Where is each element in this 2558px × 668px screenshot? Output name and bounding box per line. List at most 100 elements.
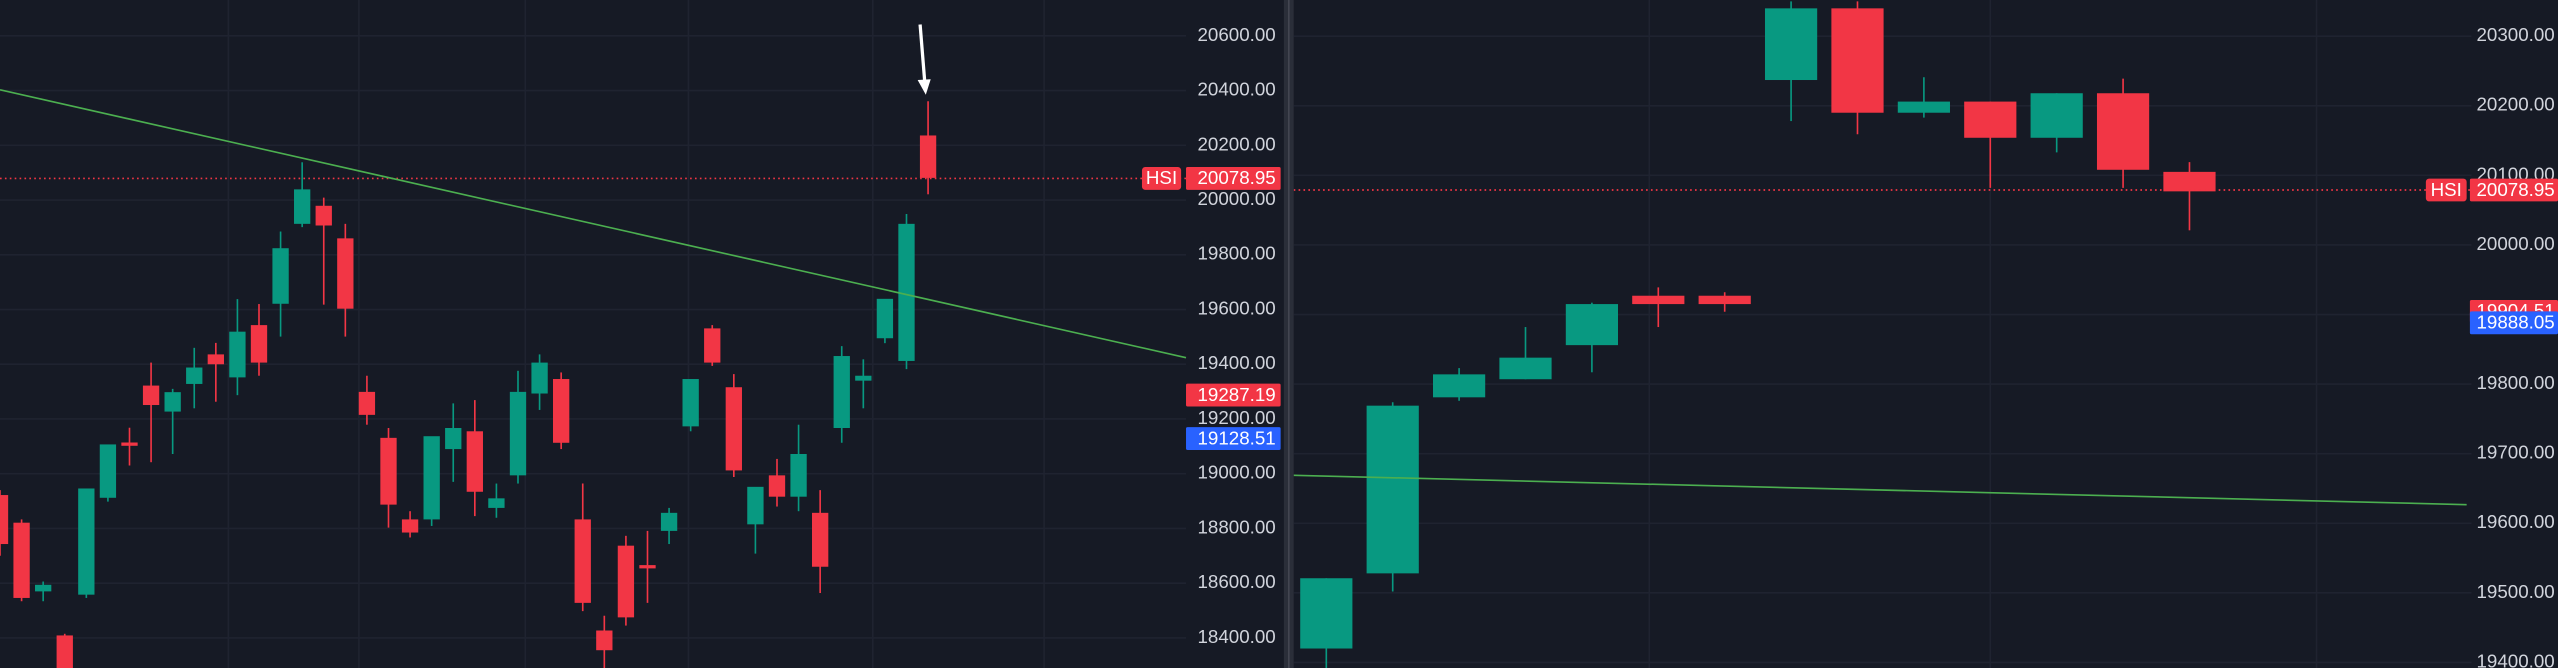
candle-body: [531, 362, 548, 394]
candle-body: [725, 387, 742, 471]
candle-body: [445, 428, 462, 450]
candle-body: [358, 391, 376, 415]
trend-line: [1293, 474, 2467, 506]
candle-body: [1632, 295, 1685, 305]
y-tick-label: 19600.00: [2477, 511, 2555, 532]
candle-body: [1897, 101, 1950, 113]
pane-divider-line: [1287, 0, 1290, 668]
candle-body: [833, 356, 850, 429]
candle-body: [898, 223, 915, 361]
candle-body: [164, 392, 181, 412]
y-tick-label: 19700.00: [2477, 442, 2555, 463]
candle-body: [1366, 405, 1419, 574]
candle-body: [142, 385, 160, 406]
symbol-label: HSI: [1146, 167, 1177, 188]
candle-body: [315, 205, 332, 226]
candle-body: [250, 325, 268, 363]
symbol-badge: [2425, 178, 2467, 202]
y-tick-label: 19800.00: [2477, 372, 2555, 393]
price-label: 20078.95: [1198, 167, 1276, 188]
candle-body: [35, 584, 52, 592]
candle-body: [2096, 93, 2150, 170]
pane: [0, 35, 1187, 668]
trend-line: [0, 89, 1187, 359]
price-badge: [2469, 178, 2558, 202]
candle-body: [596, 630, 613, 651]
candle-body: [812, 512, 829, 567]
y-tick-label: 18400.00: [1198, 626, 1276, 647]
candle-body: [0, 495, 9, 545]
candle-body: [99, 444, 117, 498]
candle-body: [337, 238, 354, 309]
candle-body: [574, 519, 591, 603]
candle-body: [207, 354, 224, 365]
price-label: 19287.19: [1198, 384, 1276, 405]
y-tick-label: 20200.00: [1198, 133, 1276, 154]
y-tick-label: 20400.00: [1198, 79, 1276, 100]
candle-body: [423, 436, 440, 520]
symbol-badge: [1141, 167, 1182, 190]
price-badge: [2469, 311, 2558, 335]
vertical-grid: [227, 0, 2318, 668]
price-label: 19128.51: [1198, 427, 1276, 448]
price-label: 19888.05: [2477, 312, 2555, 333]
symbol-label: HSI: [2431, 179, 2462, 200]
candle-body: [1433, 374, 1486, 398]
y-tick-label: 19600.00: [1198, 297, 1276, 318]
y-tick-label: 19000.00: [1198, 462, 1276, 483]
price-badge: [1186, 383, 1281, 407]
candle-body: [56, 635, 73, 668]
y-tick-label: 19400.00: [2477, 650, 2555, 668]
y-tick-label: 19400.00: [1198, 352, 1276, 373]
y-tick-label: 20300.00: [2477, 24, 2555, 45]
candle-body: [294, 189, 311, 224]
price-badge: [1186, 427, 1281, 450]
candle-body: [876, 298, 894, 339]
candle-body: [2030, 93, 2083, 138]
candle-body: [790, 453, 807, 497]
candle-body: [682, 379, 699, 427]
candle-body: [1300, 578, 1353, 649]
candle-body: [639, 565, 656, 569]
candle-body: [13, 522, 30, 598]
candle-body: [1964, 101, 2017, 138]
candle-body: [919, 135, 937, 178]
candle-body: [121, 442, 138, 446]
candle-body: [1698, 295, 1751, 305]
y-tick-label: 19500.00: [2477, 581, 2555, 602]
arrow-annotation: [917, 24, 931, 95]
candle-body: [272, 248, 289, 304]
candle-body: [704, 328, 721, 363]
candle-body: [553, 379, 570, 443]
price-badge: [1186, 167, 1281, 190]
candle-body: [1764, 8, 1818, 81]
candle-body: [855, 375, 872, 381]
y-tick-label: 19800.00: [1198, 243, 1276, 264]
candle-body: [380, 437, 397, 505]
y-tick-label: 20000.00: [2477, 233, 2555, 254]
candle-body: [466, 431, 483, 492]
candle-body: [617, 545, 635, 618]
candle-body: [229, 331, 246, 378]
candle-body: [1565, 304, 1619, 346]
candle-body: [1831, 8, 1884, 113]
y-tick-label: 20200.00: [2477, 94, 2555, 115]
pane: [1293, 1, 2472, 668]
y-tick-label: 18600.00: [1198, 571, 1276, 592]
candle-body: [401, 519, 419, 533]
candle-body: [509, 391, 527, 476]
candle-body: [78, 488, 95, 595]
candle-body: [186, 367, 203, 384]
y-tick-label: 20600.00: [1198, 24, 1276, 45]
y-tick-label: 20000.00: [1198, 188, 1276, 209]
candle-body: [768, 475, 786, 497]
price-label: 20078.95: [2477, 179, 2555, 200]
y-tick-label: 18800.00: [1198, 516, 1276, 537]
candle-body: [2163, 171, 2216, 192]
candle-body: [488, 498, 505, 508]
candle-body: [660, 512, 678, 531]
